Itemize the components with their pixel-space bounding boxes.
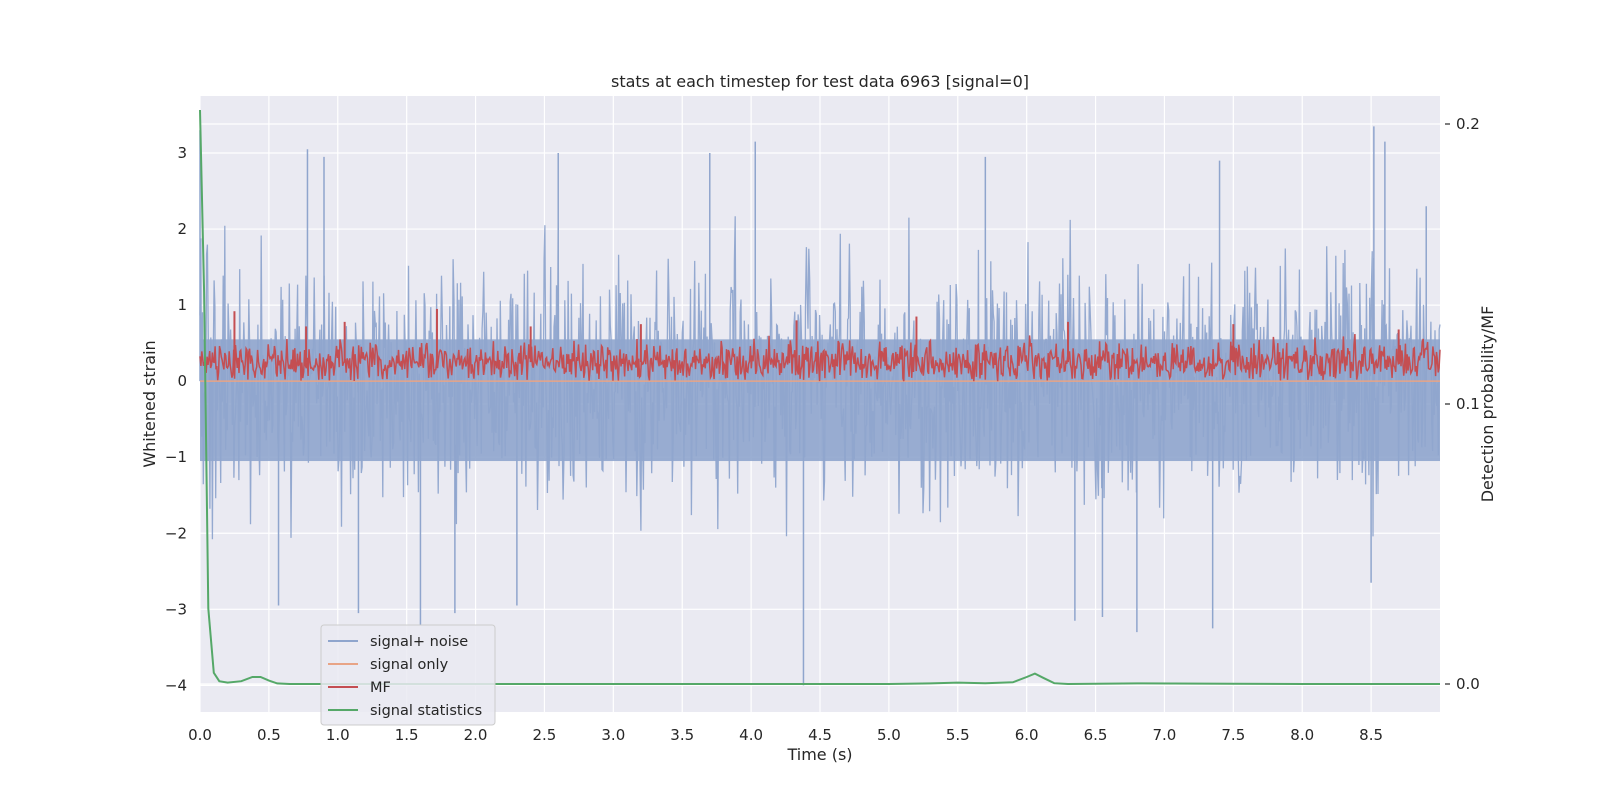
x-tick-label: 8.5 — [1359, 726, 1383, 744]
series-signal-statistics — [199, 109, 1440, 686]
x-axis-label: Time (s) — [786, 745, 852, 764]
x-tick-label: 7.5 — [1221, 726, 1245, 744]
y-tick-label: 1 — [177, 296, 187, 314]
y-tick-label: −4 — [165, 676, 187, 694]
x-tick-label: 6.0 — [1015, 726, 1039, 744]
y-right-tick-label: 0.1 — [1456, 395, 1480, 413]
y-right-tick-label: 0.2 — [1456, 115, 1480, 133]
y-axis-ticks: 3 2 1 0 −1 −2 −3 −4 — [165, 144, 187, 694]
legend-box — [320, 624, 496, 726]
series-mf — [199, 308, 1441, 382]
x-tick-label: 8.0 — [1290, 726, 1314, 744]
x-tick-label: 0.0 — [188, 726, 212, 744]
x-tick-label: 4.0 — [739, 726, 763, 744]
chart-title: stats at each timestep for test data 696… — [611, 72, 1029, 91]
x-tick-label: 0.5 — [257, 726, 281, 744]
legend-entry-label: signal only — [370, 657, 449, 673]
x-tick-label: 1.0 — [326, 726, 350, 744]
y-tick-label: 3 — [177, 144, 187, 162]
x-tick-label: 4.5 — [808, 726, 832, 744]
legend-entry-label: MF — [370, 680, 391, 696]
legend: signal+ noise signal only MF signal statist… — [320, 624, 496, 726]
y-tick-label: 0 — [177, 372, 187, 390]
x-tick-label: 7.0 — [1153, 726, 1177, 744]
x-tick-label: 2.5 — [533, 726, 557, 744]
x-tick-label: 1.5 — [395, 726, 419, 744]
y-tick-label: −2 — [165, 524, 187, 542]
legend-entry-label: signal+ noise — [370, 634, 468, 650]
signal-statistics-line — [199, 109, 1440, 686]
y-axis-label: Whitened strain — [140, 340, 159, 467]
x-tick-label: 6.5 — [1084, 726, 1108, 744]
legend-entry-label: signal statistics — [370, 703, 482, 719]
x-tick-label: 5.0 — [877, 726, 901, 744]
y-tick-label: −3 — [165, 600, 187, 618]
x-tick-label: 3.0 — [601, 726, 625, 744]
y-right-axis-label: Detection probability/MF — [1478, 306, 1497, 503]
x-tick-label: 3.5 — [670, 726, 694, 744]
y-right-axis-ticks: 0.2 0.1 0.0 — [1445, 115, 1480, 693]
y-tick-label: 2 — [177, 220, 187, 238]
x-axis-ticks: 0.0 0.5 1.0 1.5 2.0 2.5 3.0 3.5 4.0 4.5 5.0 5.5 6.0 6… — [188, 726, 1383, 744]
x-tick-label: 5.5 — [946, 726, 970, 744]
x-tick-label: 2.0 — [464, 726, 488, 744]
y-right-tick-label: 0.0 — [1456, 675, 1480, 693]
y-tick-label: −1 — [165, 448, 187, 466]
